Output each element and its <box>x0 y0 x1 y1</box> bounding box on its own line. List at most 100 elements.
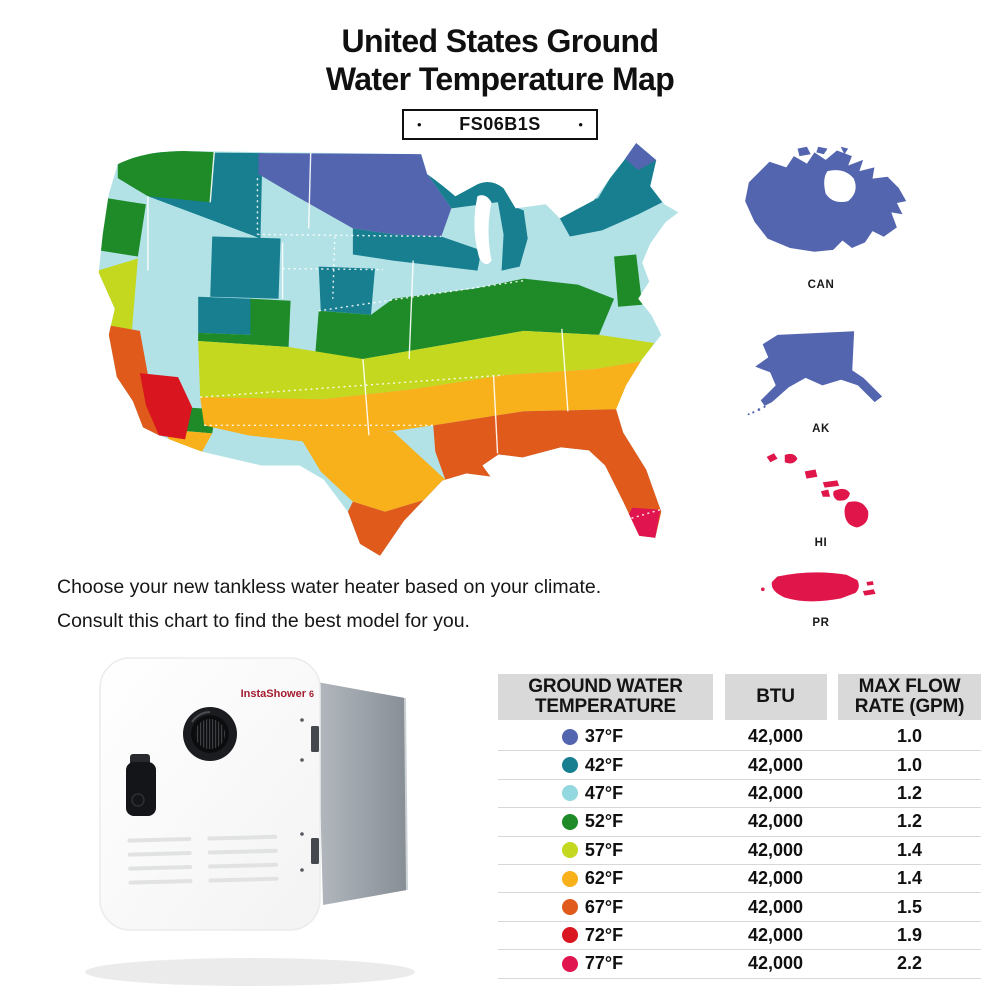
brand-text: InstaShower 6 <box>241 688 314 700</box>
flow-value: 1.9 <box>896 924 923 945</box>
flow-value: 1.0 <box>896 726 923 747</box>
region-label-can: CAN <box>807 279 835 291</box>
flow-value: 1.4 <box>896 839 923 860</box>
badge-bullet-right: • <box>578 117 583 132</box>
title-line-1: United States Ground <box>341 23 660 59</box>
temp-value: 37°F <box>584 726 624 747</box>
temp-value: 57°F <box>584 839 624 860</box>
flow-value: 2.2 <box>896 953 923 974</box>
btu-value: 42,000 <box>747 953 804 974</box>
btu-value: 42,000 <box>747 726 804 747</box>
region-label-pr: PR <box>812 617 830 629</box>
temp-value: 42°F <box>584 754 624 775</box>
flow-value: 1.0 <box>896 754 923 775</box>
temp-dot <box>561 899 578 916</box>
hawaii-map <box>766 453 869 528</box>
temp-dot <box>561 870 578 887</box>
table-row: 57°F 42,000 1.4 <box>498 837 981 865</box>
state-border-lines <box>147 152 661 521</box>
table-row: 47°F 42,000 1.2 <box>498 780 981 809</box>
header-ground-water-temperature: GROUND WATER TEMPERATURE <box>498 674 713 720</box>
temp-dot <box>561 927 578 944</box>
region-puerto-rico: PR <box>732 562 910 629</box>
region-label-hi: HI <box>814 537 828 549</box>
description-line-1: Choose your new tankless water heater ba… <box>57 576 602 598</box>
flow-value: 1.5 <box>896 896 923 917</box>
region-alaska: AK <box>732 320 910 435</box>
temp-value: 52°F <box>584 811 624 832</box>
description-line-2: Consult this chart to find the best mode… <box>57 609 470 632</box>
flow-value: 1.2 <box>896 782 923 803</box>
page-title: United States Ground Water Temperature M… <box>0 22 1000 98</box>
header-btu: BTU <box>724 674 827 720</box>
table-row: 77°F 42,000 2.2 <box>498 950 981 979</box>
model-badge: • FS06B1S • <box>402 109 598 140</box>
temp-value: 47°F <box>584 782 624 803</box>
hinges <box>300 718 319 872</box>
description-text: Choose your new tankless water heater ba… <box>57 571 697 638</box>
btu-value: 42,000 <box>747 896 804 917</box>
temp-value: 62°F <box>584 868 624 889</box>
temp-dot <box>561 813 578 830</box>
spec-table: GROUND WATER TEMPERATURE BTU MAX FLOW RA… <box>498 674 981 979</box>
vent-louvres <box>127 834 279 885</box>
badge-bullet-left: • <box>417 117 422 132</box>
table-row: 67°F 42,000 1.5 <box>498 893 981 922</box>
product-image-water-heater: InstaShower 6 <box>85 657 415 986</box>
temp-value: 77°F <box>584 953 624 974</box>
flow-value: 1.4 <box>896 868 923 889</box>
map-band-67f <box>105 324 662 556</box>
temp-dot <box>561 728 578 745</box>
alaska-map <box>747 331 883 416</box>
header-text: GROUND WATER <box>528 676 683 697</box>
map-band-42f <box>147 143 663 335</box>
map-band-52f <box>99 151 643 434</box>
region-hawaii: HI <box>732 446 910 549</box>
model-number-label: FS06B1S <box>459 114 541 134</box>
temp-dot <box>561 785 578 802</box>
header-max-flow-rate: MAX FLOW RATE (GPM) <box>838 674 981 720</box>
map-band-37f <box>258 143 657 237</box>
table-row: 52°F 42,000 1.2 <box>498 808 981 837</box>
side-box-edge-highlight <box>404 697 408 891</box>
btu-value: 42,000 <box>747 754 804 775</box>
temp-dot <box>561 842 578 859</box>
temp-value: 67°F <box>584 896 624 917</box>
table-row: 37°F 42,000 1.0 <box>498 723 981 752</box>
header-text: RATE (GPM) <box>854 696 965 717</box>
map-band-72f <box>139 373 193 440</box>
btu-value: 42,000 <box>747 924 804 945</box>
map-band-62f <box>164 361 643 512</box>
table-row: 62°F 42,000 1.4 <box>498 865 981 894</box>
product-shadow <box>85 958 415 986</box>
header-text: BTU <box>756 686 795 707</box>
door-latch <box>126 754 156 816</box>
btu-value: 42,000 <box>747 811 804 832</box>
temp-value: 72°F <box>584 924 624 945</box>
canada-map <box>745 146 907 252</box>
flow-value: 1.2 <box>896 811 923 832</box>
product-front-panel <box>99 657 321 931</box>
map-band-57f <box>98 258 655 402</box>
region-label-ak: AK <box>812 423 830 435</box>
map-band-77f <box>626 507 661 538</box>
temp-dot <box>561 955 578 972</box>
product-name-label: InstaShower <box>241 688 307 700</box>
title-line-2: Water Temperature Map <box>325 61 675 97</box>
lake-michigan <box>474 195 492 265</box>
table-row: 72°F 42,000 1.9 <box>498 922 981 951</box>
header-text: MAX FLOW <box>858 676 961 697</box>
us-temperature-map <box>98 143 679 556</box>
btu-value: 42,000 <box>747 782 804 803</box>
btu-value: 42,000 <box>747 839 804 860</box>
region-canada: CAN <box>732 146 910 291</box>
hudson-bay <box>824 170 856 203</box>
temp-dot <box>561 757 578 774</box>
spec-table-body: 37°F 42,000 1.0 42°F 42,000 1.0 47°F 42,… <box>498 723 981 979</box>
table-row: 42°F 42,000 1.0 <box>498 751 981 780</box>
spec-table-header: GROUND WATER TEMPERATURE BTU MAX FLOW RA… <box>498 674 981 720</box>
btu-value: 42,000 <box>747 868 804 889</box>
product-model-number: 6 <box>309 689 314 699</box>
product-side-box <box>317 682 407 905</box>
